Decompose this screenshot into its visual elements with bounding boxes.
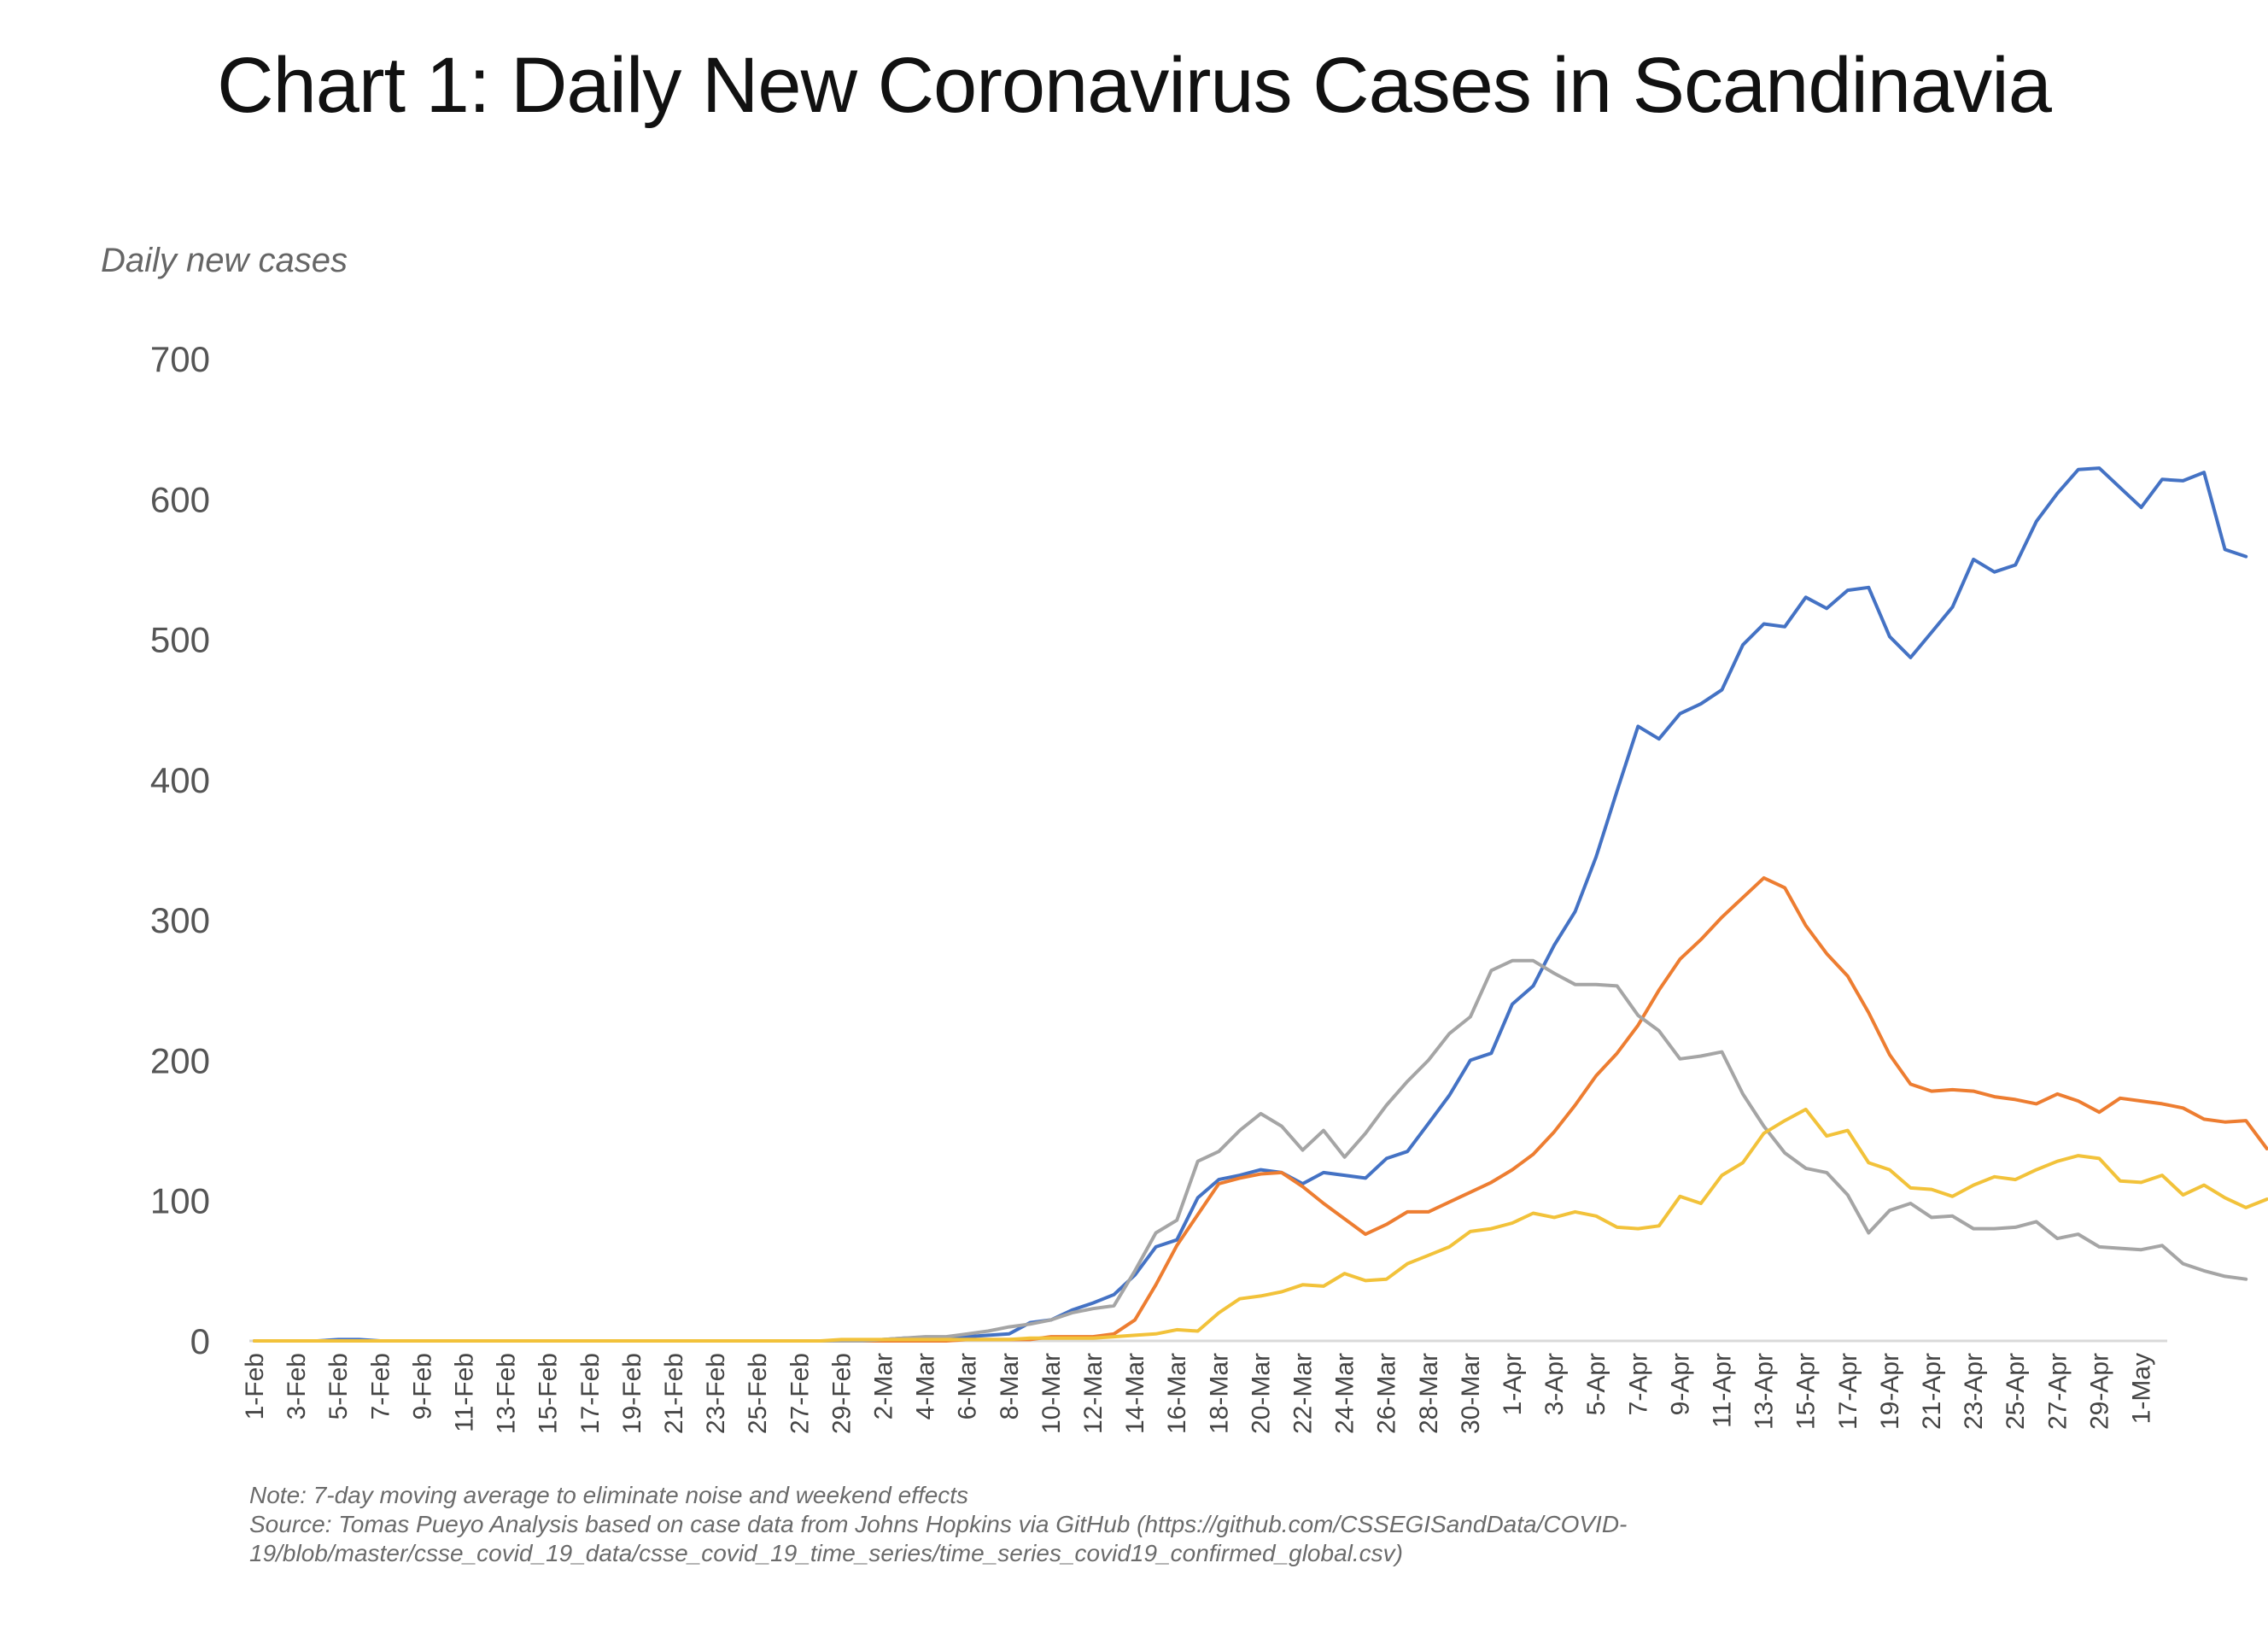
- x-tick-label: 11-Feb: [450, 1353, 478, 1432]
- x-tick-label: 6-Mar: [954, 1353, 982, 1419]
- x-tick-label: 15-Apr: [1792, 1353, 1821, 1430]
- x-tick-label: 29-Feb: [827, 1353, 856, 1434]
- x-tick-label: 19-Apr: [1876, 1353, 1904, 1430]
- series-line-2: [253, 875, 2268, 1343]
- x-tick-label: 5-Apr: [1582, 1353, 1610, 1415]
- x-tick-label: 21-Apr: [1918, 1353, 1946, 1430]
- x-tick-label: 18-Mar: [1205, 1353, 1233, 1434]
- x-tick-label: 1-Feb: [241, 1353, 269, 1419]
- source-text-line-2: 19/blob/master/csse_covid_19_data/csse_c…: [249, 1540, 1403, 1566]
- chart-notes: Note: 7-day moving average to eliminate …: [249, 1481, 1786, 1568]
- series-line-1: [253, 466, 2248, 1343]
- note-text: Note: 7-day moving average to eliminate …: [249, 1482, 969, 1508]
- x-tick-label: 25-Apr: [2002, 1353, 2030, 1430]
- series-line-4: [253, 1107, 2268, 1343]
- x-tick-label: 9-Apr: [1666, 1353, 1694, 1415]
- x-tick-label: 3-Apr: [1540, 1353, 1569, 1415]
- x-tick-label: 25-Feb: [744, 1353, 772, 1434]
- y-tick-label: 400: [150, 760, 210, 800]
- x-tick-label: 21-Feb: [660, 1353, 688, 1434]
- x-tick-label: 30-Mar: [1457, 1353, 1485, 1434]
- y-axis-label: Daily new cases: [101, 242, 348, 279]
- x-tick-label: 8-Mar: [996, 1353, 1024, 1419]
- x-tick-label: 1-Apr: [1499, 1353, 1527, 1415]
- x-tick-label: 24-Mar: [1331, 1353, 1359, 1434]
- x-tick-label: 13-Feb: [493, 1353, 521, 1434]
- x-tick-label: 28-Mar: [1415, 1353, 1443, 1434]
- series-line-3: [253, 958, 2248, 1343]
- x-tick-label: 5-Feb: [324, 1353, 353, 1419]
- x-axis-ticks: 1-Feb 3-Feb 5-Feb 7-Feb 9-Feb 11-Feb 13-Feb 15-…: [241, 1353, 2155, 1434]
- y-tick-label: 700: [150, 339, 210, 379]
- x-tick-label: 23-Feb: [702, 1353, 730, 1434]
- source-text-line-1: Source: Tomas Pueyo Analysis based on ca…: [249, 1511, 1628, 1537]
- x-tick-label: 26-Mar: [1373, 1353, 1401, 1434]
- x-tick-label: 27-Apr: [2043, 1353, 2072, 1430]
- y-axis-ticks: 0 100 200 300 400 500 600 700: [150, 339, 210, 1361]
- x-tick-label: 29-Apr: [2085, 1353, 2113, 1430]
- x-tick-label: 2-Mar: [869, 1353, 897, 1419]
- x-tick-label: 23-Apr: [1960, 1353, 1988, 1430]
- x-tick-label: 12-Mar: [1079, 1353, 1108, 1434]
- y-tick-label: 600: [150, 479, 210, 519]
- x-tick-label: 27-Feb: [786, 1353, 814, 1434]
- x-tick-label: 15-Feb: [535, 1353, 563, 1434]
- y-tick-label: 300: [150, 900, 210, 940]
- x-tick-label: 11-Apr: [1708, 1353, 1736, 1428]
- y-tick-label: 100: [150, 1181, 210, 1221]
- x-tick-label: 22-Mar: [1289, 1353, 1317, 1434]
- chart-title: Chart 1: Daily New Coronavirus Cases in …: [217, 42, 2052, 129]
- x-tick-label: 9-Feb: [408, 1353, 436, 1419]
- x-tick-label: 13-Apr: [1751, 1353, 1779, 1430]
- x-tick-label: 16-Mar: [1163, 1353, 1191, 1434]
- x-tick-label: 19-Feb: [618, 1353, 646, 1434]
- x-tick-label: 7-Feb: [366, 1353, 395, 1419]
- x-tick-label: 3-Feb: [283, 1353, 311, 1419]
- x-tick-label: 14-Mar: [1121, 1353, 1149, 1434]
- x-tick-label: 1-May: [2127, 1353, 2155, 1424]
- y-tick-label: 500: [150, 620, 210, 660]
- x-tick-label: 17-Feb: [576, 1353, 605, 1434]
- x-tick-label: 4-Mar: [912, 1353, 940, 1419]
- x-tick-label: 10-Mar: [1038, 1353, 1066, 1434]
- x-tick-label: 17-Apr: [1834, 1353, 1862, 1430]
- series-lines: [253, 466, 2268, 1343]
- x-tick-label: 20-Mar: [1247, 1353, 1275, 1434]
- y-tick-label: 200: [150, 1040, 210, 1080]
- y-tick-label: 0: [190, 1321, 210, 1361]
- x-tick-label: 7-Apr: [1624, 1353, 1652, 1415]
